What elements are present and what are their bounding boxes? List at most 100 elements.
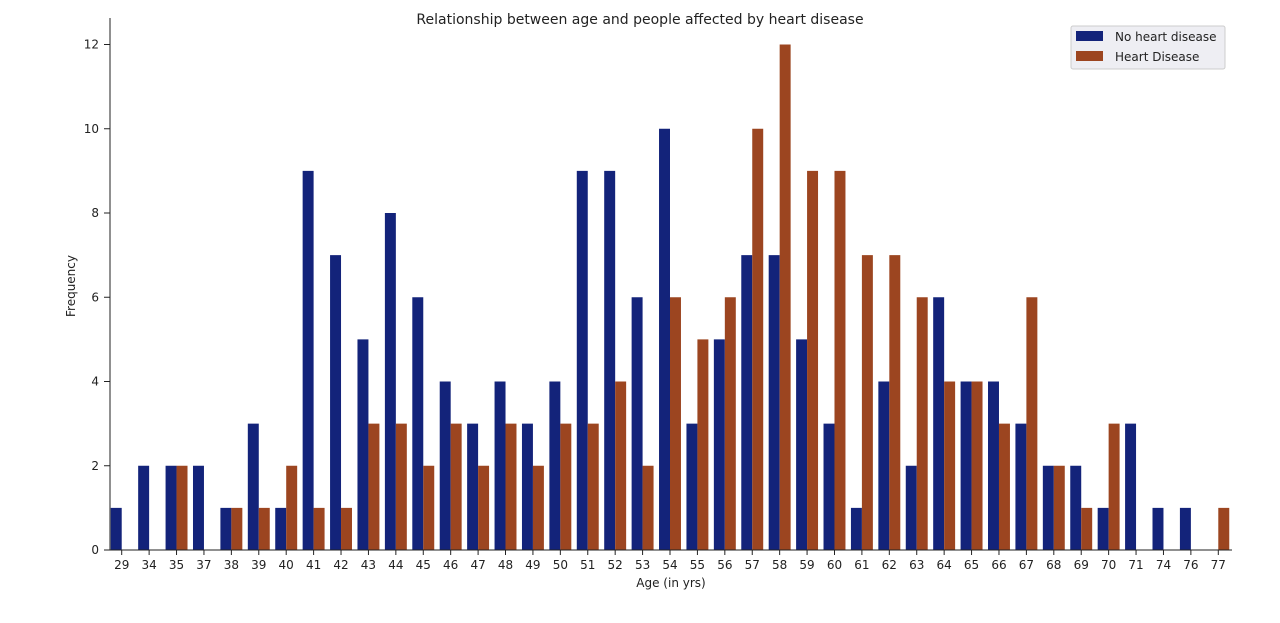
bar-no-heart-disease-42 bbox=[330, 255, 342, 551]
x-tick-label: 50 bbox=[553, 558, 568, 572]
bar-no-heart-disease-68 bbox=[1042, 465, 1054, 550]
bar-no-heart-disease-64 bbox=[933, 297, 945, 550]
bar-heart-disease-48 bbox=[505, 423, 517, 551]
legend: No heart disease Heart Disease bbox=[1070, 25, 1226, 70]
bar-no-heart-disease-49 bbox=[521, 423, 533, 551]
x-tick-label: 53 bbox=[635, 558, 650, 572]
bar-heart-disease-62 bbox=[889, 255, 901, 551]
bar-heart-disease-39 bbox=[258, 507, 270, 551]
bar-heart-disease-35 bbox=[176, 465, 188, 550]
bar-heart-disease-40 bbox=[286, 465, 298, 550]
bar-no-heart-disease-60 bbox=[823, 423, 835, 551]
x-tick-label: 37 bbox=[196, 558, 211, 572]
bars-group bbox=[110, 44, 1230, 551]
bar-heart-disease-56 bbox=[724, 297, 736, 550]
bar-no-heart-disease-40 bbox=[275, 507, 287, 551]
bar-heart-disease-51 bbox=[587, 423, 599, 551]
bar-heart-disease-45 bbox=[423, 465, 435, 550]
bar-no-heart-disease-67 bbox=[1015, 423, 1027, 551]
x-tick-label: 71 bbox=[1128, 558, 1143, 572]
bar-no-heart-disease-52 bbox=[604, 170, 616, 551]
bar-no-heart-disease-59 bbox=[796, 339, 808, 551]
bar-no-heart-disease-46 bbox=[439, 381, 451, 550]
bar-no-heart-disease-65 bbox=[960, 381, 972, 550]
bar-heart-disease-42 bbox=[341, 507, 352, 551]
x-tick-label: 61 bbox=[854, 558, 869, 572]
bar-no-heart-disease-48 bbox=[494, 381, 506, 550]
bar-heart-disease-65 bbox=[971, 381, 983, 550]
y-tick-label: 8 bbox=[91, 206, 99, 220]
bar-no-heart-disease-43 bbox=[357, 339, 369, 551]
x-tick-label: 58 bbox=[772, 558, 787, 572]
y-tick-label: 6 bbox=[91, 290, 99, 304]
y-tick-label: 0 bbox=[91, 543, 99, 557]
bar-no-heart-disease-57 bbox=[741, 255, 753, 551]
bar-heart-disease-50 bbox=[560, 423, 572, 551]
bar-heart-disease-58 bbox=[779, 44, 791, 550]
x-tick-label: 42 bbox=[333, 558, 348, 572]
bar-no-heart-disease-35 bbox=[165, 465, 177, 550]
bar-no-heart-disease-45 bbox=[412, 297, 424, 550]
legend-swatch-no-heart-disease bbox=[1076, 31, 1103, 41]
x-tick-label: 65 bbox=[964, 558, 979, 572]
x-tick-label: 35 bbox=[169, 558, 184, 572]
bar-heart-disease-49 bbox=[532, 465, 544, 550]
bar-heart-disease-61 bbox=[861, 255, 873, 551]
bar-no-heart-disease-66 bbox=[988, 381, 999, 550]
bar-no-heart-disease-63 bbox=[905, 465, 917, 550]
bar-no-heart-disease-29 bbox=[110, 507, 122, 551]
bar-no-heart-disease-54 bbox=[659, 128, 670, 550]
x-tick-label: 56 bbox=[717, 558, 732, 572]
bar-heart-disease-52 bbox=[615, 381, 627, 550]
x-tick-label: 60 bbox=[827, 558, 842, 572]
bar-no-heart-disease-58 bbox=[768, 255, 780, 551]
x-tick-label: 62 bbox=[882, 558, 897, 572]
x-tick-label: 39 bbox=[251, 558, 266, 572]
x-tick-label: 38 bbox=[224, 558, 239, 572]
bar-heart-disease-67 bbox=[1026, 297, 1038, 550]
x-tick-label: 68 bbox=[1046, 558, 1061, 572]
x-tick-label: 52 bbox=[608, 558, 623, 572]
bar-heart-disease-43 bbox=[368, 423, 380, 551]
bar-no-heart-disease-47 bbox=[467, 423, 479, 551]
bar-no-heart-disease-34 bbox=[138, 465, 150, 550]
bar-no-heart-disease-39 bbox=[247, 423, 259, 551]
x-axis-label: Age (in yrs) bbox=[636, 576, 705, 590]
bar-heart-disease-59 bbox=[807, 170, 819, 551]
bar-no-heart-disease-76 bbox=[1179, 507, 1191, 551]
bar-heart-disease-54 bbox=[670, 297, 681, 550]
bar-no-heart-disease-61 bbox=[850, 507, 862, 551]
chart-title: Relationship between age and people affe… bbox=[416, 12, 863, 28]
x-tick-label: 74 bbox=[1156, 558, 1171, 572]
x-tick-label: 64 bbox=[937, 558, 952, 572]
bar-no-heart-disease-55 bbox=[686, 423, 698, 551]
bar-heart-disease-38 bbox=[231, 507, 243, 551]
y-ticks: 0 2 4 6 8 10 12 bbox=[84, 38, 110, 557]
x-tick-label: 45 bbox=[416, 558, 431, 572]
x-tick-label: 67 bbox=[1019, 558, 1034, 572]
bar-heart-disease-66 bbox=[998, 423, 1010, 551]
bar-heart-disease-41 bbox=[313, 507, 325, 551]
legend-label-no-heart-disease: No heart disease bbox=[1115, 30, 1217, 44]
legend-swatch-heart-disease bbox=[1076, 51, 1103, 61]
bar-no-heart-disease-38 bbox=[220, 507, 232, 551]
x-tick-label: 46 bbox=[443, 558, 458, 572]
bar-no-heart-disease-69 bbox=[1070, 465, 1082, 550]
x-tick-label: 47 bbox=[470, 558, 485, 572]
x-tick-label: 70 bbox=[1101, 558, 1116, 572]
bar-heart-disease-77 bbox=[1218, 507, 1230, 551]
x-tick-label: 34 bbox=[141, 558, 156, 572]
x-tick-label: 55 bbox=[690, 558, 705, 572]
bar-no-heart-disease-50 bbox=[549, 381, 561, 550]
x-tick-label: 63 bbox=[909, 558, 924, 572]
x-ticks: 29 34 35 37 38 39 40 41 42 43 44 45 46 47 48 49 50 51 52 53… bbox=[114, 550, 1226, 572]
x-tick-label: 59 bbox=[799, 558, 814, 572]
bar-no-heart-disease-62 bbox=[878, 381, 890, 550]
bar-heart-disease-47 bbox=[478, 465, 490, 550]
x-tick-label: 40 bbox=[279, 558, 294, 572]
x-tick-label: 49 bbox=[525, 558, 540, 572]
x-tick-label: 69 bbox=[1074, 558, 1089, 572]
bar-heart-disease-63 bbox=[916, 297, 928, 550]
x-tick-label: 41 bbox=[306, 558, 321, 572]
